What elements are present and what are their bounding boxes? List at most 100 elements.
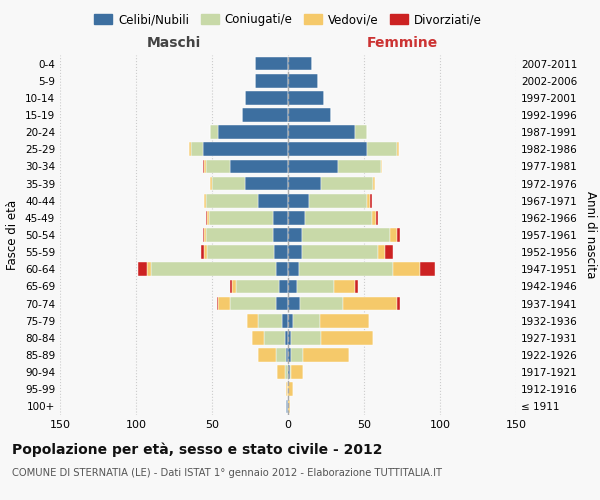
Bar [151, 262, 276, 276]
Bar [420, 262, 436, 276]
Bar [397, 142, 399, 156]
Y-axis label: Fasce di età: Fasce di età [7, 200, 19, 270]
Bar [245, 91, 288, 104]
Bar [273, 228, 288, 242]
Bar [288, 228, 302, 242]
Bar [397, 296, 400, 310]
Bar [251, 331, 263, 344]
Bar [276, 348, 286, 362]
Bar [371, 211, 376, 224]
Bar [218, 296, 230, 310]
Bar [205, 160, 206, 173]
Bar [254, 56, 288, 70]
Bar [288, 176, 322, 190]
Bar [208, 211, 209, 224]
Bar [257, 314, 282, 328]
Bar [286, 400, 288, 413]
Bar [202, 246, 205, 259]
Bar [291, 331, 322, 344]
Bar [290, 366, 291, 379]
Bar [288, 296, 300, 310]
Bar [232, 280, 236, 293]
Bar [230, 280, 232, 293]
Bar [288, 160, 338, 173]
Bar [302, 246, 377, 259]
Bar [338, 160, 381, 173]
Bar [288, 331, 291, 344]
Bar [322, 331, 373, 344]
Bar [376, 211, 377, 224]
Bar [285, 331, 288, 344]
Text: Maschi: Maschi [147, 36, 201, 50]
Bar [274, 246, 288, 259]
Bar [218, 126, 288, 139]
Bar [288, 382, 293, 396]
Bar [390, 228, 397, 242]
Bar [393, 262, 420, 276]
Bar [288, 211, 305, 224]
Bar [137, 262, 146, 276]
Bar [206, 194, 257, 207]
Bar [245, 176, 288, 190]
Bar [288, 142, 367, 156]
Bar [322, 176, 373, 190]
Bar [286, 382, 288, 396]
Bar [205, 228, 206, 242]
Bar [355, 126, 367, 139]
Bar [203, 228, 205, 242]
Bar [288, 262, 299, 276]
Bar [373, 176, 374, 190]
Bar [211, 126, 218, 139]
Bar [305, 211, 371, 224]
Bar [288, 74, 319, 88]
Bar [209, 211, 273, 224]
Bar [377, 246, 385, 259]
Bar [343, 296, 397, 310]
Bar [208, 246, 274, 259]
Bar [288, 56, 313, 70]
Text: COMUNE DI STERNATIA (LE) - Dati ISTAT 1° gennaio 2012 - Elaborazione TUTTITALIA.: COMUNE DI STERNATIA (LE) - Dati ISTAT 1°… [12, 468, 442, 477]
Bar [277, 366, 285, 379]
Bar [276, 296, 288, 310]
Bar [203, 142, 288, 156]
Bar [203, 160, 205, 173]
Bar [291, 348, 303, 362]
Bar [288, 108, 331, 122]
Bar [385, 246, 393, 259]
Legend: Celibi/Nubili, Coniugati/e, Vedovi/e, Divorziati/e: Celibi/Nubili, Coniugati/e, Vedovi/e, Di… [89, 8, 487, 31]
Bar [205, 246, 208, 259]
Y-axis label: Anni di nascita: Anni di nascita [584, 192, 597, 278]
Bar [247, 314, 257, 328]
Bar [191, 142, 203, 156]
Bar [288, 280, 297, 293]
Bar [302, 228, 390, 242]
Bar [257, 194, 288, 207]
Bar [263, 331, 285, 344]
Bar [370, 194, 371, 207]
Bar [212, 176, 245, 190]
Bar [367, 142, 397, 156]
Bar [230, 296, 276, 310]
Bar [320, 314, 368, 328]
Bar [242, 108, 288, 122]
Bar [273, 211, 288, 224]
Bar [288, 246, 302, 259]
Bar [282, 314, 288, 328]
Bar [146, 262, 151, 276]
Bar [309, 194, 367, 207]
Bar [189, 142, 191, 156]
Bar [288, 348, 291, 362]
Bar [285, 366, 288, 379]
Bar [257, 348, 276, 362]
Bar [288, 314, 293, 328]
Bar [279, 280, 288, 293]
Bar [288, 400, 290, 413]
Bar [217, 296, 218, 310]
Bar [288, 366, 290, 379]
Text: Femmine: Femmine [367, 36, 437, 50]
Bar [291, 366, 303, 379]
Bar [276, 262, 288, 276]
Bar [254, 74, 288, 88]
Bar [355, 280, 358, 293]
Bar [381, 160, 382, 173]
